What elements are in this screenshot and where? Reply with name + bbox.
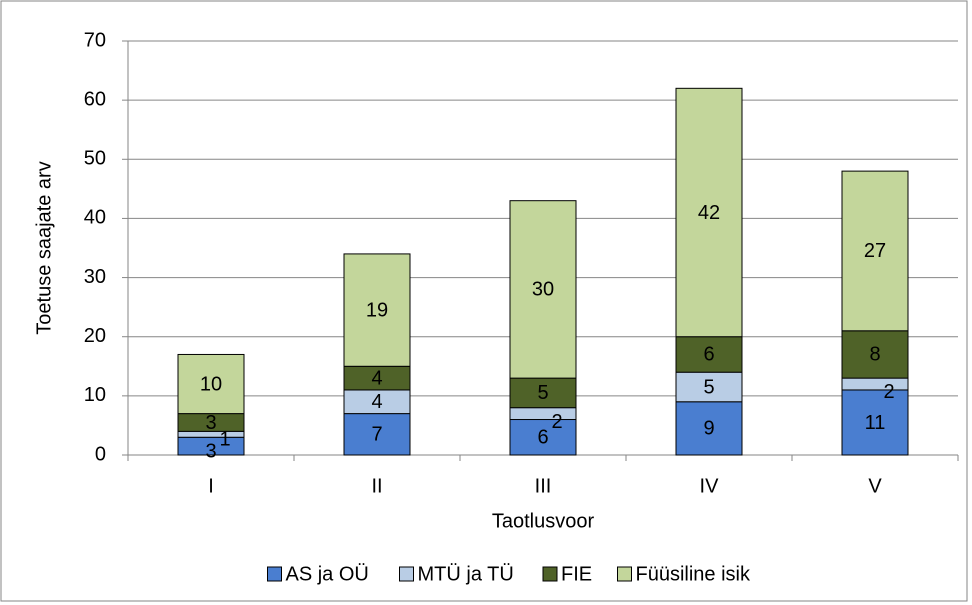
data-label: 6 — [537, 427, 548, 449]
x-tick-label: I — [208, 475, 214, 497]
x-tick-label: IV — [700, 475, 720, 497]
bar-segment — [841, 170, 909, 332]
y-tick-label: 70 — [84, 29, 106, 51]
legend-swatch — [267, 566, 282, 582]
data-label: 42 — [698, 202, 720, 224]
y-axis-label: Toetuse saajate arv — [33, 161, 55, 334]
x-axis-label: Taotlusvoor — [492, 510, 595, 532]
y-tick-label: 50 — [84, 148, 106, 170]
y-tick-label: 10 — [84, 384, 106, 406]
x-tick-label: II — [371, 475, 382, 497]
data-label: 27 — [864, 240, 886, 262]
data-label: 10 — [200, 373, 222, 395]
data-label: 8 — [869, 344, 880, 366]
data-label: 19 — [366, 299, 388, 321]
bar-segment — [509, 407, 577, 421]
data-label: 4 — [371, 367, 382, 389]
legend-swatch — [399, 566, 414, 582]
legend-swatch — [617, 566, 632, 582]
legend: AS ja OÜ MTÜ ja TÜ FIE Füüsiline isik — [267, 563, 751, 585]
y-tick-label: 0 — [95, 443, 106, 465]
y-tick-label: 60 — [84, 88, 106, 110]
bar-segment — [675, 336, 743, 373]
legend-label: FIE — [561, 563, 592, 585]
data-label: 2 — [883, 381, 894, 403]
bar-segment — [509, 377, 577, 409]
bar-segment — [509, 419, 577, 456]
bar-segment — [509, 200, 577, 379]
bar-segment — [177, 353, 245, 415]
bar-segment — [675, 401, 743, 456]
bar-segment — [343, 413, 411, 456]
y-tick-label: 30 — [84, 266, 106, 288]
bar-segment — [841, 389, 909, 456]
bar-segment — [841, 377, 909, 391]
y-tick-label: 40 — [84, 207, 106, 229]
data-label: 2 — [551, 411, 562, 433]
data-label: 11 — [865, 412, 886, 434]
bar-segment — [841, 330, 909, 379]
bar-segment — [343, 253, 411, 367]
legend-label: AS ja OÜ — [286, 563, 369, 585]
y-tick-label: 20 — [84, 325, 106, 347]
x-tick-label: V — [868, 475, 882, 497]
data-label: 7 — [371, 424, 382, 446]
data-label: 4 — [371, 391, 382, 413]
data-label: 6 — [703, 344, 714, 366]
legend-label: MTÜ ja TÜ — [418, 563, 514, 585]
data-label: 5 — [703, 376, 714, 398]
data-label: 9 — [703, 418, 714, 440]
data-label: 5 — [537, 382, 548, 404]
legend-label: Füüsiline isik — [636, 563, 751, 585]
bar-segment — [675, 87, 743, 338]
bar-segment — [675, 371, 743, 403]
data-label: 30 — [532, 279, 554, 301]
data-label: 3 — [205, 412, 216, 434]
legend-swatch — [542, 566, 558, 582]
data-label: 1 — [219, 429, 230, 451]
data-label: 3 — [205, 440, 216, 462]
x-tick-label: III — [535, 475, 552, 497]
